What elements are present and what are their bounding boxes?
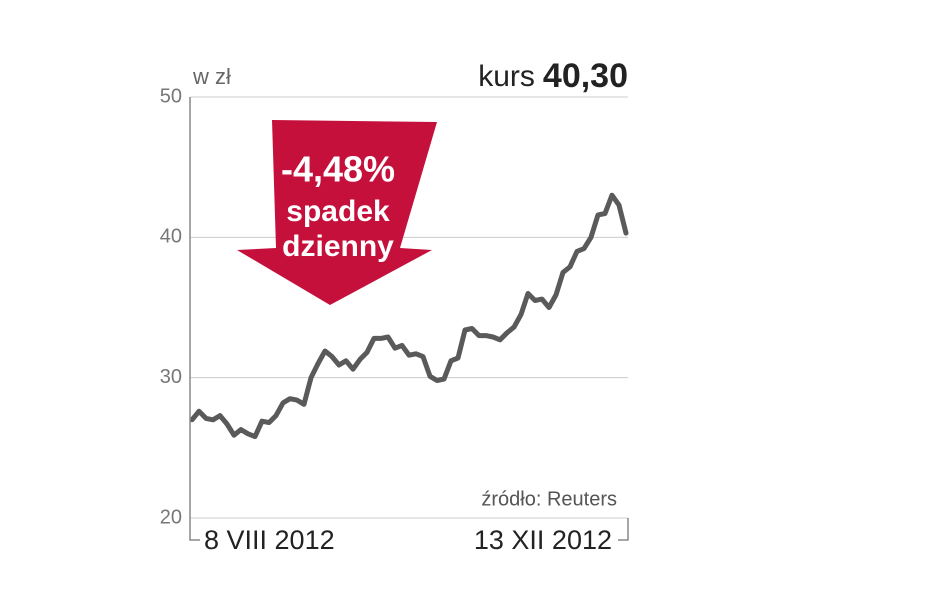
price-label: kurs (478, 60, 535, 93)
y-tick-label: 50 (160, 85, 182, 107)
price-value: 40,30 (543, 57, 628, 95)
change-label: -4,48% (281, 149, 395, 190)
price: kurs 40,30 (478, 57, 628, 95)
source: źródło: Reuters (481, 488, 617, 510)
y-tick-label: 40 (160, 226, 182, 248)
price-line (189, 192, 629, 440)
down-arrow (237, 120, 437, 305)
x-tick-label: 8 VIII 2012 (204, 525, 335, 555)
axis-frame (189, 97, 629, 541)
unit-label: w zł (192, 64, 231, 89)
y-tick-label: 30 (160, 366, 182, 388)
x-tick-label: 13 XII 2012 (474, 525, 612, 555)
y-tick-label: 20 (160, 506, 182, 528)
annotation-line: spadek (286, 195, 390, 228)
plot: 20 30 40 50 8 VIII 2012 13 XII 2012 (160, 85, 629, 555)
annotation-line: dzienny (282, 230, 394, 263)
